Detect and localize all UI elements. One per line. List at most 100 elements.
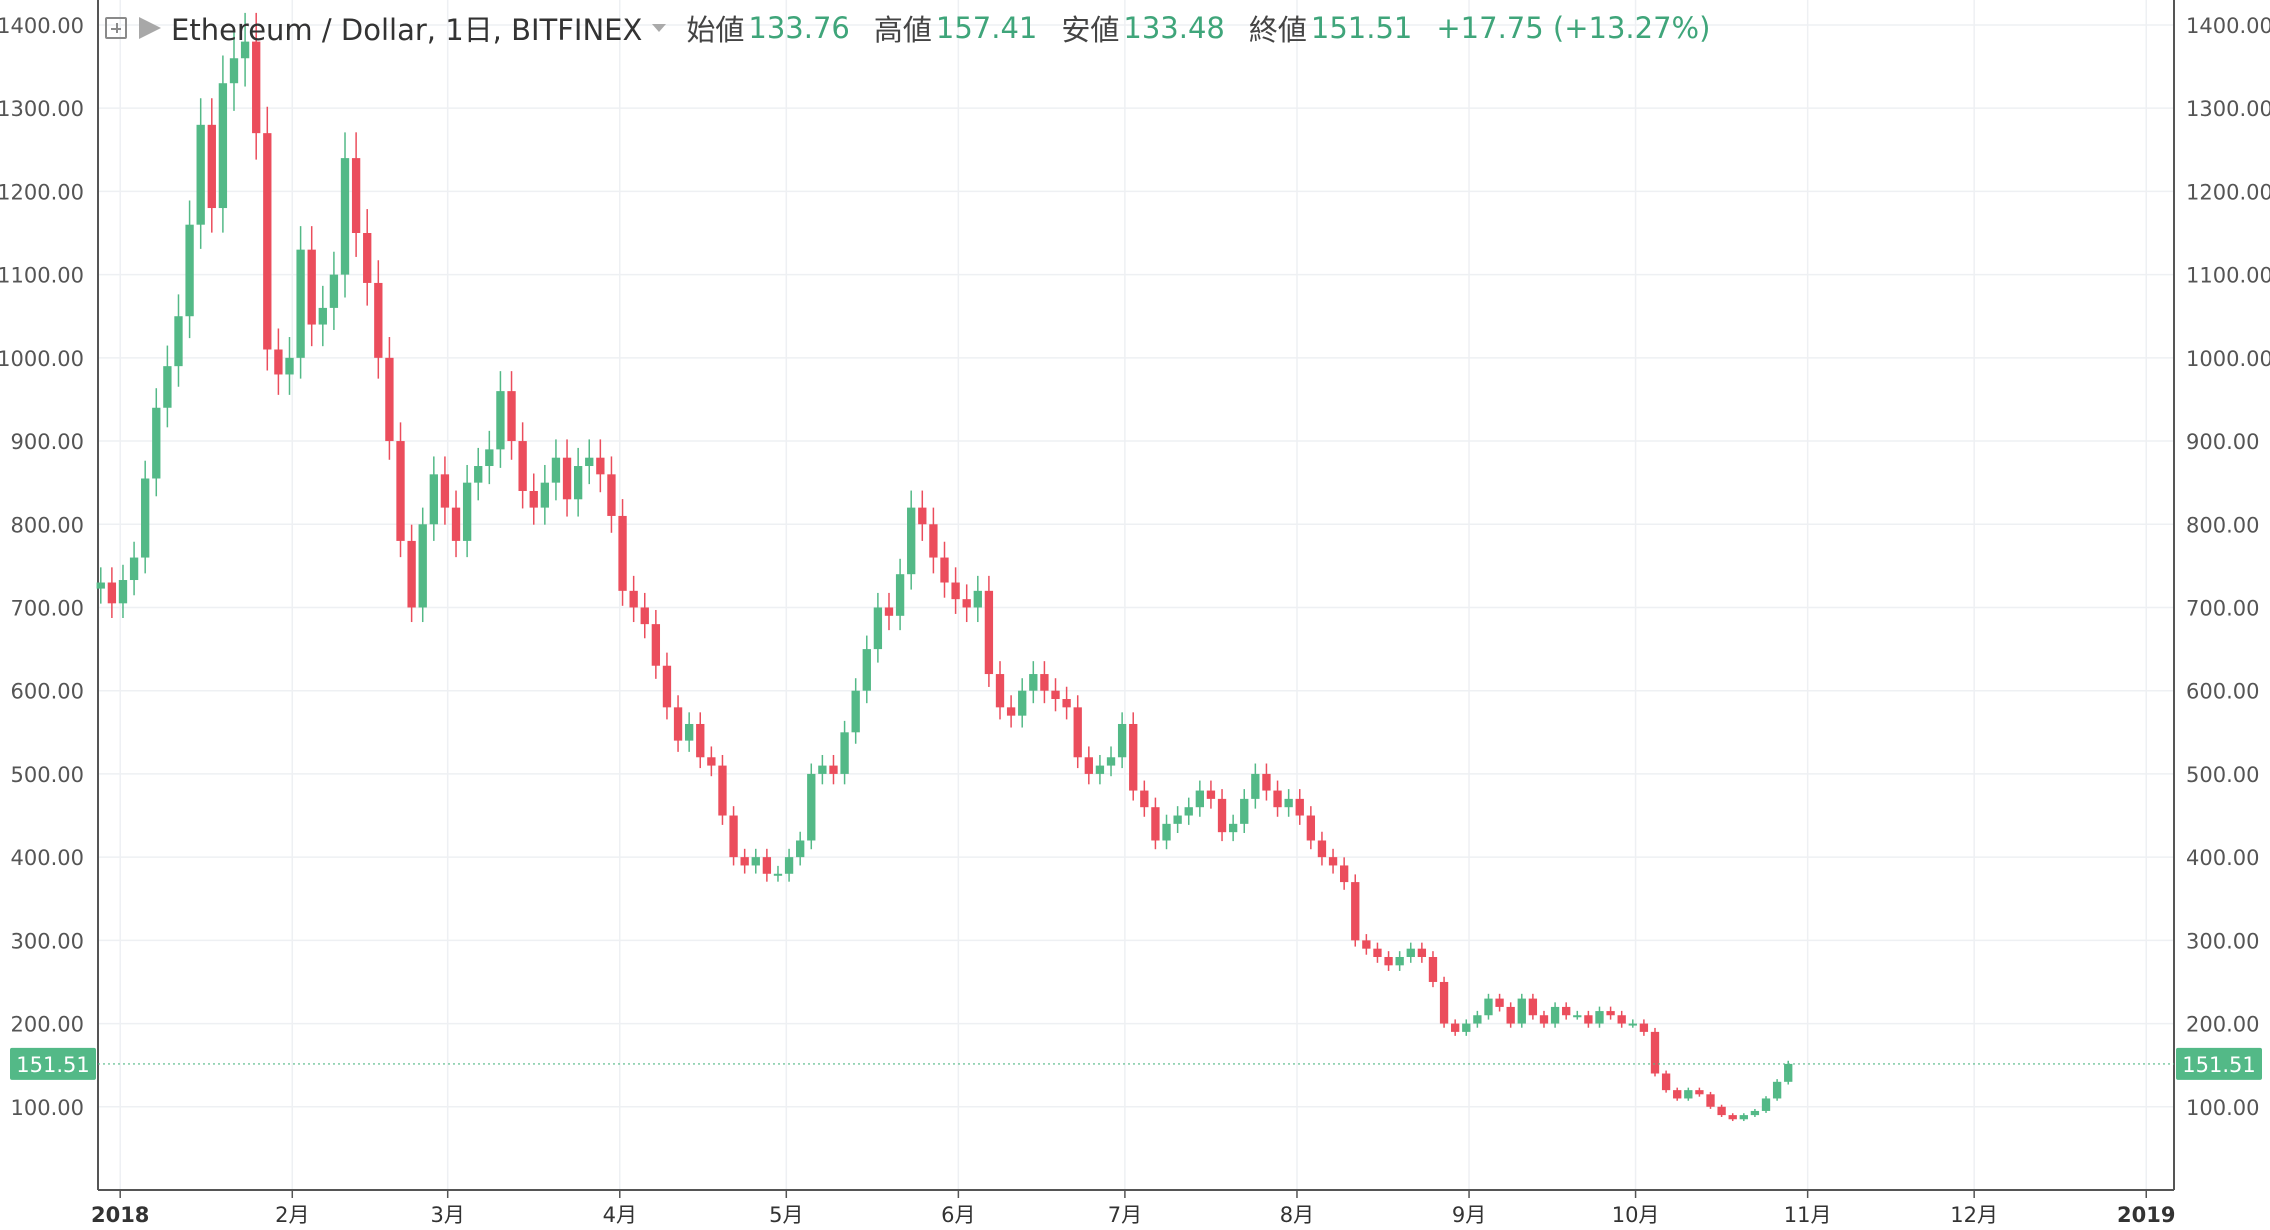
candle-body bbox=[263, 133, 272, 350]
candle-body bbox=[1661, 1073, 1671, 1091]
candle-body bbox=[551, 457, 561, 483]
x-tick-label: 2月 bbox=[275, 1203, 309, 1227]
candle-body bbox=[407, 540, 416, 608]
candle-body bbox=[751, 857, 760, 866]
candle-body bbox=[696, 723, 705, 758]
y-tick-label-left: 1000.00 bbox=[0, 347, 84, 371]
candle-body bbox=[940, 557, 949, 583]
candle-body bbox=[1018, 690, 1027, 716]
candle-body bbox=[1084, 757, 1093, 774]
x-tick-label: 7月 bbox=[1108, 1203, 1142, 1227]
candle-body bbox=[1251, 773, 1260, 799]
candle-body bbox=[1040, 674, 1049, 691]
y-tick-label-left: 100.00 bbox=[11, 1096, 84, 1120]
last-price-label-left: 151.51 bbox=[16, 1053, 89, 1077]
candle-body bbox=[662, 665, 672, 708]
candle-body bbox=[1217, 798, 1227, 833]
candle-body bbox=[152, 407, 161, 479]
y-tick-label-right: 1000.00 bbox=[2186, 347, 2270, 371]
candle-body bbox=[1451, 1023, 1460, 1032]
candle-body bbox=[773, 873, 783, 876]
x-tick-label: 12月 bbox=[1950, 1203, 1998, 1227]
flag-icon[interactable] bbox=[139, 17, 161, 39]
candle-body bbox=[562, 457, 572, 500]
candle-body bbox=[640, 607, 649, 625]
candle-body bbox=[1151, 807, 1160, 841]
candle-body bbox=[1573, 1015, 1582, 1018]
y-tick-label-right: 900.00 bbox=[2186, 430, 2259, 454]
y-tick-label-right: 700.00 bbox=[2186, 596, 2259, 620]
candle-body bbox=[1339, 865, 1349, 883]
y-tick-label-left: 300.00 bbox=[11, 929, 84, 953]
x-tick-label: 10月 bbox=[1612, 1203, 1660, 1227]
candle-body bbox=[973, 590, 982, 608]
open-label: 始値 bbox=[686, 13, 745, 47]
candle-body bbox=[884, 607, 894, 616]
chart-legend: Ethereum / Dollar, 1日, BITFINEX 始値 133.7… bbox=[105, 8, 1710, 48]
candle-body bbox=[96, 582, 105, 589]
candle-body bbox=[729, 815, 738, 858]
candle-body bbox=[1784, 1063, 1793, 1082]
candle-body bbox=[1228, 823, 1238, 833]
chevron-down-icon[interactable] bbox=[652, 24, 667, 32]
candle-body bbox=[1617, 1015, 1626, 1024]
candle-body bbox=[573, 466, 583, 500]
candle-body bbox=[1562, 1006, 1571, 1016]
candle-body bbox=[762, 857, 772, 874]
low-label: 安値 bbox=[1061, 13, 1120, 47]
last-price-label-right: 151.51 bbox=[2182, 1053, 2255, 1077]
candle-body bbox=[707, 757, 716, 766]
candle-body bbox=[895, 574, 905, 616]
y-tick-label-right: 400.00 bbox=[2186, 846, 2259, 870]
candle-body bbox=[829, 765, 838, 774]
candle-body bbox=[1162, 823, 1171, 841]
x-tick-label: 2018 bbox=[91, 1203, 149, 1227]
candle-body bbox=[1140, 790, 1149, 808]
candle-body bbox=[1439, 981, 1449, 1024]
candle-body bbox=[962, 599, 971, 608]
x-tick-label: 2019 bbox=[2117, 1203, 2175, 1227]
y-tick-label-left: 1400.00 bbox=[0, 14, 84, 38]
candle-body bbox=[851, 690, 860, 733]
candle-body bbox=[1129, 723, 1138, 791]
candle-body bbox=[1029, 674, 1038, 691]
candle-body bbox=[718, 765, 727, 816]
candle-body bbox=[1428, 956, 1438, 982]
candle-body bbox=[174, 316, 183, 367]
low-value: 133.48 bbox=[1123, 11, 1225, 45]
candle-body bbox=[1606, 1011, 1615, 1016]
candle-body bbox=[374, 282, 383, 358]
candle-body bbox=[1550, 1006, 1560, 1024]
candle-body bbox=[1639, 1023, 1649, 1032]
candle-body bbox=[1761, 1098, 1771, 1111]
high-value: 157.41 bbox=[935, 11, 1038, 45]
candle-body bbox=[862, 649, 871, 691]
candle-body bbox=[618, 515, 627, 591]
candle-body bbox=[1739, 1115, 1748, 1120]
candle-body bbox=[1595, 1011, 1604, 1024]
candle-body bbox=[218, 83, 228, 209]
candle-body bbox=[1395, 956, 1404, 966]
candle-body bbox=[274, 349, 283, 375]
candle-body bbox=[518, 441, 527, 491]
x-tick-label: 8月 bbox=[1280, 1203, 1314, 1227]
y-tick-label-right: 500.00 bbox=[2186, 763, 2259, 787]
candle-body bbox=[340, 158, 350, 275]
plus-square-icon[interactable] bbox=[105, 17, 127, 39]
candle-body bbox=[296, 249, 305, 358]
candle-body bbox=[1173, 815, 1182, 824]
candle-body bbox=[1717, 1106, 1726, 1116]
candle-body bbox=[1417, 948, 1427, 957]
y-tick-label-left: 400.00 bbox=[11, 846, 84, 870]
candle-body bbox=[1184, 807, 1193, 816]
y-tick-label-right: 600.00 bbox=[2186, 680, 2259, 704]
symbol-title[interactable]: Ethereum / Dollar, 1日, BITFINEX bbox=[171, 13, 643, 47]
candle-body bbox=[329, 274, 339, 308]
candle-body bbox=[1384, 956, 1393, 966]
candle-body bbox=[1195, 790, 1204, 808]
y-tick-label-left: 1100.00 bbox=[0, 264, 84, 288]
last-price-badge-right bbox=[2176, 1047, 2262, 1080]
candle-body bbox=[796, 840, 805, 858]
x-tick-label: 5月 bbox=[769, 1203, 803, 1227]
